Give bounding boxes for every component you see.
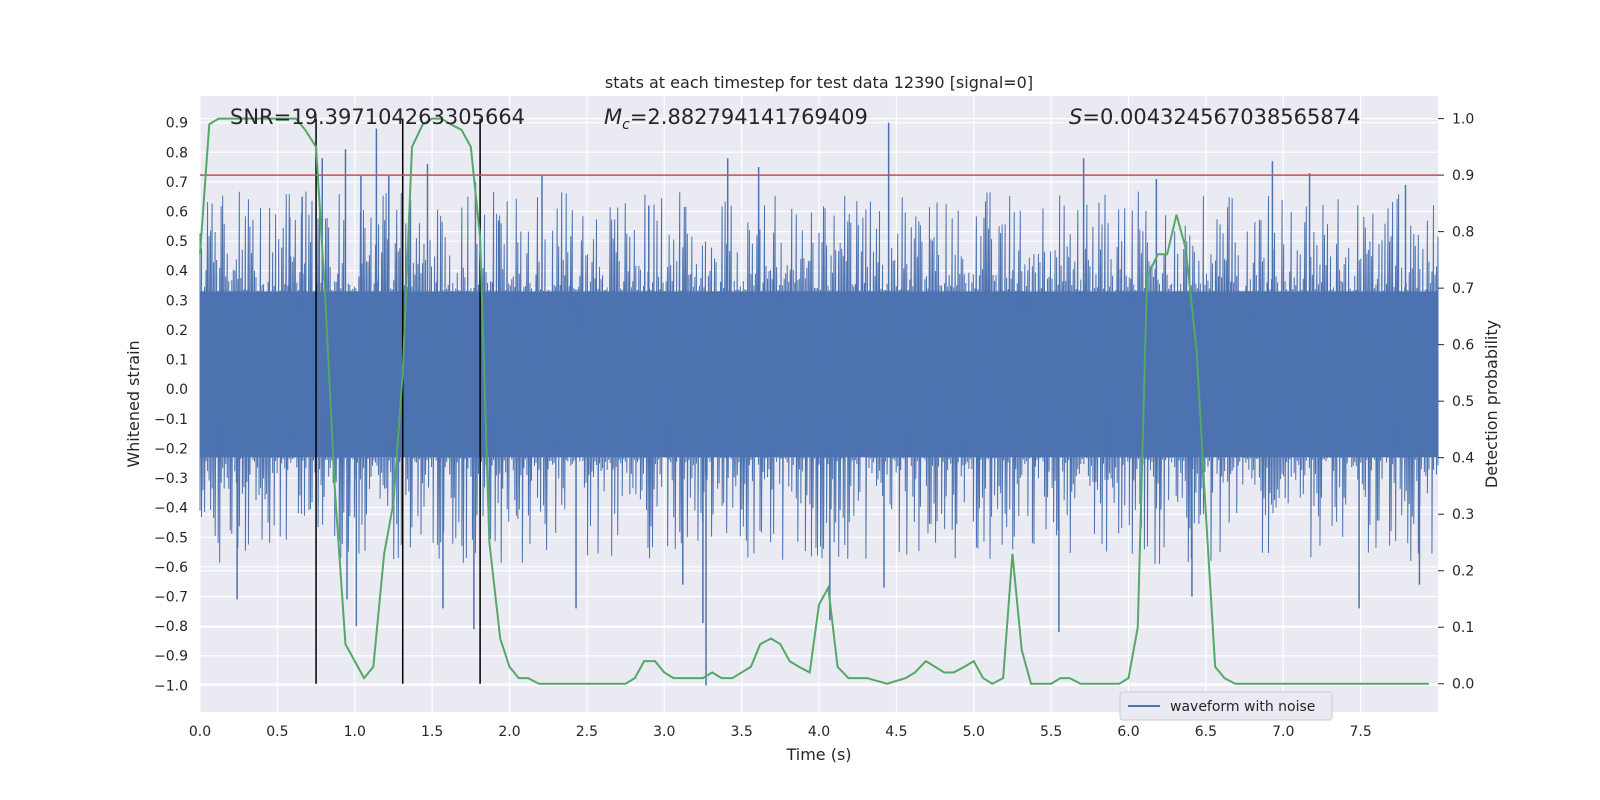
y-tick-label: −0.3 — [154, 471, 188, 487]
y-tick-label: 0.4 — [166, 264, 188, 280]
x-tick-label: 6.5 — [1195, 724, 1217, 740]
y2-tick-label: 0.6 — [1452, 338, 1474, 354]
y-tick-label: −0.9 — [154, 649, 188, 665]
y-tick-label: −0.8 — [154, 619, 188, 635]
x-tick-label: 6.0 — [1117, 724, 1139, 740]
legend: waveform with noise — [1119, 691, 1333, 721]
x-tick-label: 0.5 — [266, 724, 288, 740]
y2-tick-label: 1.0 — [1452, 112, 1474, 128]
x-tick-label: 2.0 — [498, 724, 520, 740]
x-tick-label: 1.0 — [344, 724, 366, 740]
x-tick-label: 7.0 — [1272, 724, 1294, 740]
y2-tick-label: 0.3 — [1452, 507, 1474, 523]
s-symbol: S — [1069, 105, 1082, 129]
y2-tick-label: 0.4 — [1452, 451, 1474, 467]
chirp-mass-annotation: Mc=2.882794141769409 — [604, 105, 868, 133]
y-tick-label: −0.1 — [154, 412, 188, 428]
s-annotation: S=0.004324567038565874 — [1069, 105, 1360, 129]
s-value: =0.004324567038565874 — [1082, 105, 1360, 129]
y2-tick-label: 0.1 — [1452, 620, 1474, 636]
chart-title: stats at each timestep for test data 123… — [605, 73, 1033, 92]
y2-tick-label: 0.5 — [1452, 394, 1474, 410]
y2-tick-label: 0.9 — [1452, 168, 1474, 184]
x-tick-label: 2.5 — [576, 724, 598, 740]
y-tick-label: −0.7 — [154, 590, 188, 606]
x-tick-label: 3.0 — [653, 724, 675, 740]
x-axis-ticks: 0.0 0.5 1.0 1.5 2.0 2.5 3.0 3.5 4.0 4.5 5.0 5.5 6.0 6… — [189, 724, 1372, 740]
chirp-mass-symbol: M — [604, 105, 622, 129]
probability-line — [199, 117, 1429, 685]
y-tick-label: 0.7 — [166, 175, 188, 191]
y-tick-label: −1.0 — [154, 678, 188, 694]
x-tick-label: 4.0 — [808, 724, 830, 740]
y-tick-label: −0.4 — [154, 501, 188, 517]
x-axis-label: Time (s) — [785, 745, 851, 764]
y-tick-label: 0.3 — [166, 293, 188, 309]
legend-box — [1119, 691, 1333, 721]
x-tick-label: 0.0 — [189, 724, 211, 740]
legend-label-waveform: waveform with noise — [1170, 699, 1315, 715]
chirp-mass-value: =2.882794141769409 — [630, 105, 868, 129]
y-tick-label: −0.2 — [154, 441, 188, 457]
waveform-series — [199, 122, 1439, 686]
probability-layer — [199, 117, 1438, 685]
y-axis-label: Whitened strain — [124, 340, 143, 467]
chirp-mass-subscript: c — [622, 117, 630, 133]
y-axis-ticks: 0.9 0.8 0.7 0.6 0.5 0.4 0.3 0.2 0.1 0.0 −0.1 −0.2 −0… — [154, 116, 188, 695]
y-tick-label: 0.8 — [166, 145, 188, 161]
x-tick-label: 3.5 — [730, 724, 752, 740]
x-tick-label: 1.5 — [421, 724, 443, 740]
y-tick-label: 0.1 — [166, 353, 188, 369]
y-tick-label: 0.0 — [166, 382, 188, 398]
snr-annotation: SNR=19.397104263305664 — [230, 105, 525, 129]
x-tick-label: 7.5 — [1349, 724, 1371, 740]
y-tick-label: 0.5 — [166, 234, 188, 250]
x-tick-label: 5.0 — [963, 724, 985, 740]
x-tick-label: 5.5 — [1040, 724, 1062, 740]
y2-tick-label: 0.0 — [1452, 677, 1474, 693]
y-tick-label: 0.2 — [166, 323, 188, 339]
y-tick-label: −0.5 — [154, 530, 188, 546]
y2-tick-label: 0.2 — [1452, 564, 1474, 580]
y-tick-label: −0.6 — [154, 560, 188, 576]
y2-axis-label: Detection probability — [1482, 320, 1501, 488]
y2-axis-ticks: 1.0 0.9 0.8 0.7 0.6 0.5 0.4 0.3 0.2 0.1 0.0 — [1438, 112, 1474, 693]
y-tick-label: 0.9 — [166, 116, 188, 132]
x-tick-label: 4.5 — [885, 724, 907, 740]
waveform-line — [199, 191, 1439, 564]
y-tick-label: 0.6 — [166, 205, 188, 221]
y2-tick-label: 0.7 — [1452, 281, 1474, 297]
y2-tick-label: 0.8 — [1452, 225, 1474, 241]
